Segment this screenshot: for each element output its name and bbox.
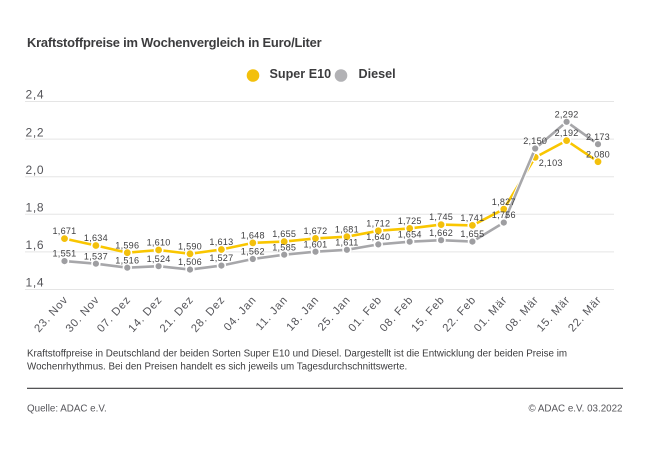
svg-text:1,590: 1,590 bbox=[178, 241, 202, 251]
svg-text:Kraftstoffpreise in Deutschlan: Kraftstoffpreise in Deutschland der beid… bbox=[27, 349, 567, 360]
svg-text:1,655: 1,655 bbox=[460, 229, 484, 239]
svg-text:1,745: 1,745 bbox=[429, 212, 453, 222]
svg-text:2,292: 2,292 bbox=[555, 109, 579, 119]
svg-text:2,103: 2,103 bbox=[539, 158, 563, 168]
svg-text:1,610: 1,610 bbox=[147, 238, 171, 248]
svg-text:2,150: 2,150 bbox=[523, 136, 547, 146]
svg-text:1,671: 1,671 bbox=[52, 226, 76, 236]
svg-text:2,4: 2,4 bbox=[26, 88, 45, 102]
svg-text:1,596: 1,596 bbox=[115, 240, 139, 250]
svg-text:2,192: 2,192 bbox=[555, 128, 579, 138]
svg-text:1,662: 1,662 bbox=[429, 228, 453, 238]
svg-text:1,524: 1,524 bbox=[147, 254, 171, 264]
svg-text:1,672: 1,672 bbox=[303, 226, 327, 236]
svg-text:1,585: 1,585 bbox=[272, 242, 296, 252]
svg-text:1,654: 1,654 bbox=[398, 229, 422, 239]
svg-text:1,601: 1,601 bbox=[303, 239, 327, 249]
svg-text:Quelle: ADAC e.V.: Quelle: ADAC e.V. bbox=[27, 404, 107, 415]
svg-text:Super E10: Super E10 bbox=[270, 67, 332, 81]
svg-text:Wochenrhythmus. Bei den Preise: Wochenrhythmus. Bei den Preisen handelt … bbox=[27, 362, 407, 373]
svg-text:Diesel: Diesel bbox=[359, 67, 396, 81]
svg-text:1,611: 1,611 bbox=[335, 237, 358, 247]
svg-text:1,655: 1,655 bbox=[272, 229, 296, 239]
svg-text:© ADAC e.V. 03.2022: © ADAC e.V. 03.2022 bbox=[528, 404, 622, 415]
svg-text:1,562: 1,562 bbox=[241, 247, 265, 257]
svg-text:1,527: 1,527 bbox=[209, 253, 233, 263]
svg-text:1,725: 1,725 bbox=[398, 216, 422, 226]
svg-text:1,551: 1,551 bbox=[52, 249, 76, 259]
svg-text:1,4: 1,4 bbox=[26, 276, 45, 290]
svg-text:1,827: 1,827 bbox=[492, 197, 516, 207]
svg-text:1,681: 1,681 bbox=[335, 224, 359, 234]
svg-text:2,080: 2,080 bbox=[586, 149, 610, 159]
svg-text:1,640: 1,640 bbox=[366, 232, 390, 242]
svg-text:1,756: 1,756 bbox=[492, 210, 516, 220]
svg-text:1,634: 1,634 bbox=[84, 233, 108, 243]
svg-text:1,648: 1,648 bbox=[241, 231, 265, 241]
svg-text:1,537: 1,537 bbox=[84, 251, 108, 261]
svg-text:1,613: 1,613 bbox=[209, 237, 233, 247]
svg-text:1,6: 1,6 bbox=[26, 238, 45, 252]
svg-text:1,741: 1,741 bbox=[460, 213, 484, 223]
svg-text:1,506: 1,506 bbox=[178, 257, 202, 267]
svg-text:1,712: 1,712 bbox=[366, 218, 390, 228]
svg-text:1,516: 1,516 bbox=[115, 255, 139, 265]
svg-text:1,8: 1,8 bbox=[26, 201, 45, 215]
svg-text:2,0: 2,0 bbox=[26, 163, 45, 177]
svg-text:2,2: 2,2 bbox=[26, 125, 45, 139]
svg-text:2,173: 2,173 bbox=[586, 132, 610, 142]
svg-text:Kraftstoffpreise im Wochenverg: Kraftstoffpreise im Wochenvergleich in E… bbox=[27, 35, 322, 50]
